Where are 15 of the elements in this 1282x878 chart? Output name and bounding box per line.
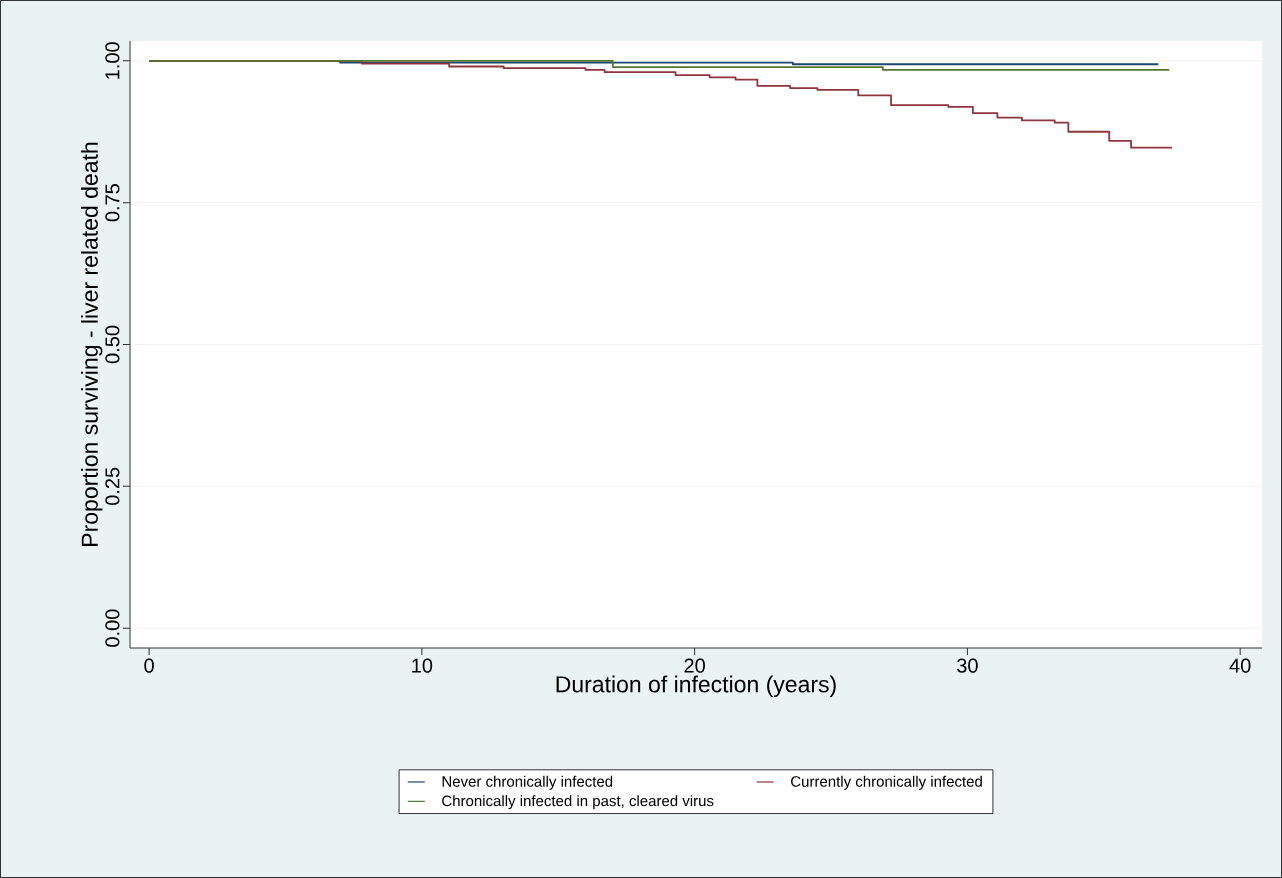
legend-label: Currently chronically infected [791, 775, 982, 790]
y-tick-label: 1.00 [105, 42, 120, 79]
y-tick-label: 0.75 [105, 184, 120, 222]
y-tick-label: 0.00 [105, 609, 120, 647]
y-tick-label: 0.25 [105, 467, 120, 505]
legend-label: Never chronically infected [442, 775, 613, 790]
y-tick-label: 0.50 [105, 325, 120, 364]
x-tick-label: 0 [144, 658, 154, 673]
x-tick-label: 10 [412, 658, 433, 673]
x-axis-title: Duration of infection (years) [556, 675, 836, 697]
x-tick-label: 30 [957, 658, 978, 673]
x-tick-label: 20 [684, 658, 705, 673]
y-axis-title: Proportion surviving - liver related death [81, 142, 103, 546]
legend-label: Chronically infected in past, cleared virus [442, 795, 714, 810]
x-tick-label: 40 [1229, 658, 1251, 673]
